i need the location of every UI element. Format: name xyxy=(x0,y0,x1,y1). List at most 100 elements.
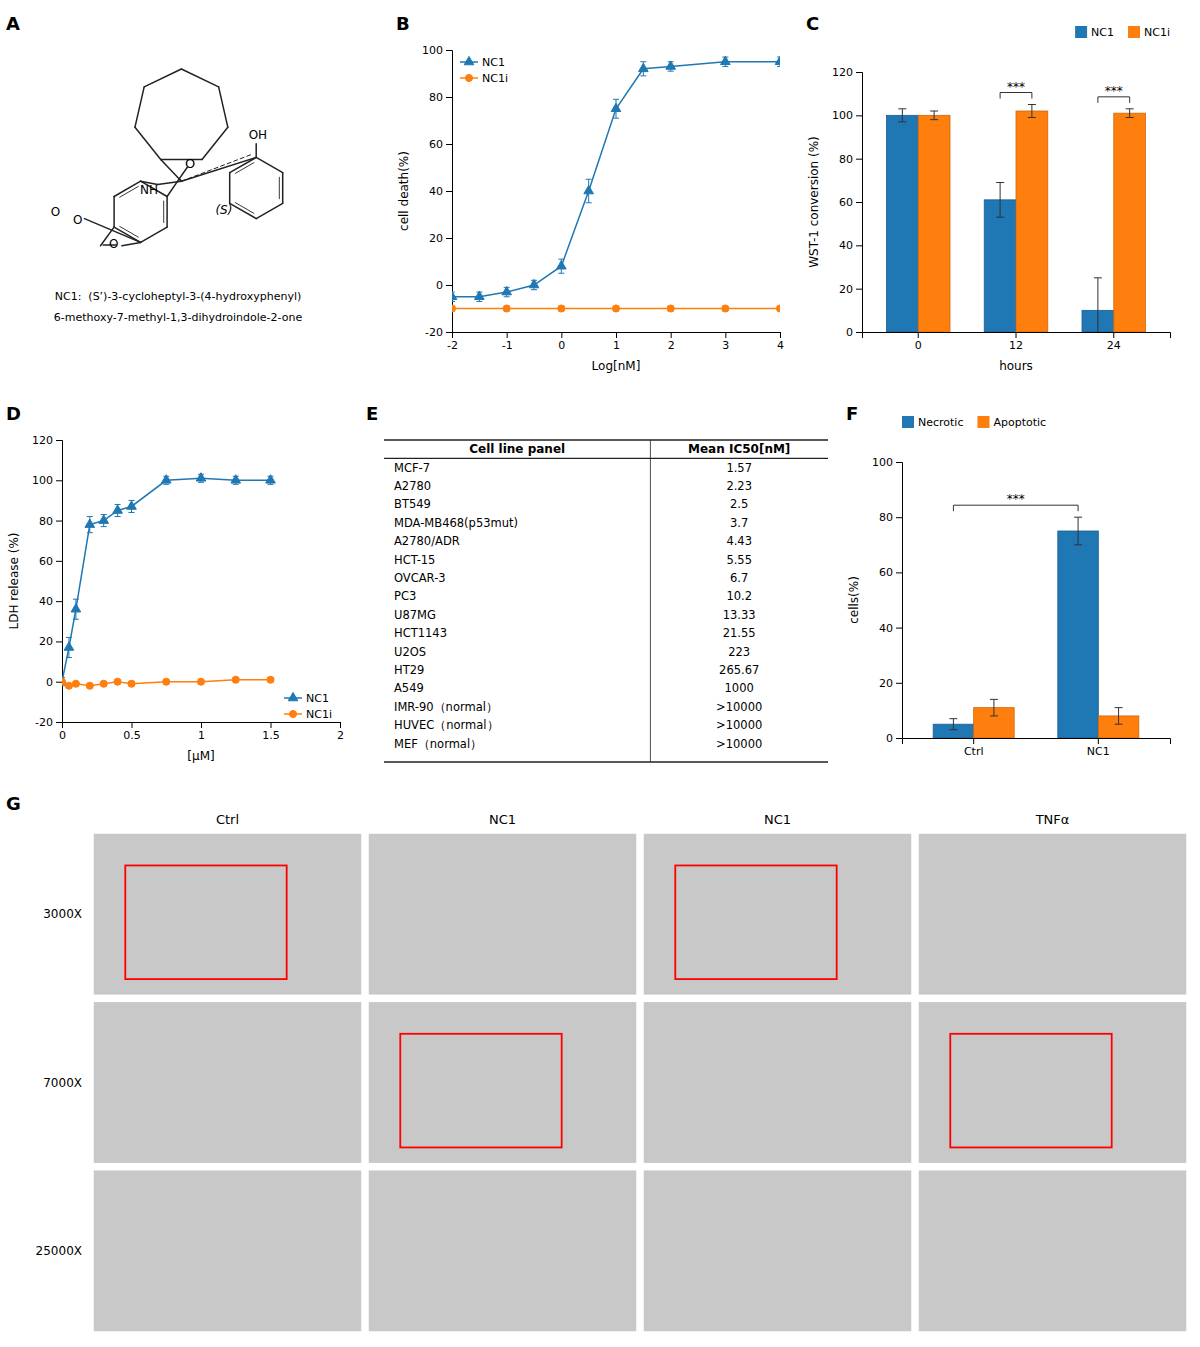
marker xyxy=(666,61,676,69)
tick-mark xyxy=(896,683,902,684)
bond xyxy=(279,177,280,198)
tick: 80 xyxy=(429,91,452,104)
image-placeholder xyxy=(918,833,1187,995)
legend-marker xyxy=(289,710,296,717)
bond xyxy=(282,173,284,204)
marker xyxy=(557,261,567,269)
series-line xyxy=(62,478,271,681)
marker xyxy=(161,475,171,483)
marker xyxy=(99,515,109,523)
bond xyxy=(161,159,202,161)
legend-label: Necrotic xyxy=(918,416,963,429)
legend: NC1NC1i xyxy=(284,692,332,721)
tick-label: -20 xyxy=(425,326,443,339)
axis-line xyxy=(453,333,781,339)
tick: 120 xyxy=(832,66,862,79)
tick-mark xyxy=(446,238,452,239)
tick: 60 xyxy=(429,138,452,151)
tick-label: -2 xyxy=(447,339,458,352)
tick-label: 80 xyxy=(39,515,53,528)
bond xyxy=(255,144,257,158)
tick-mark xyxy=(896,628,902,629)
tick-mark xyxy=(340,722,341,728)
legend-label: NC1 xyxy=(1091,26,1114,39)
table-cell: MDA-MB468(p53mut) xyxy=(394,516,518,530)
tick: 0 xyxy=(886,732,902,745)
tick-mark xyxy=(1016,332,1017,338)
image-placeholder xyxy=(643,1170,912,1332)
tick: 80 xyxy=(39,515,62,528)
axis-line xyxy=(903,739,1171,745)
error-bar xyxy=(990,699,998,716)
tick-mark xyxy=(856,245,862,246)
tick-label: 80 xyxy=(839,153,853,166)
tick-mark xyxy=(1113,332,1114,338)
tick-label: -1 xyxy=(502,339,513,352)
error-bar xyxy=(62,678,65,686)
structure-label: 6-methoxy-7-methyl-1,3-dihydroindole-2-o… xyxy=(54,311,303,324)
tick: 24 xyxy=(1107,332,1121,352)
image-placeholder xyxy=(368,1001,637,1163)
panel-label: C xyxy=(806,13,819,34)
bond xyxy=(166,197,168,228)
tick-mark xyxy=(896,738,902,739)
plot-area xyxy=(62,473,275,690)
tick-label: 100 xyxy=(32,474,53,487)
tick: 40 xyxy=(879,622,902,635)
tick-label: 4 xyxy=(777,339,784,352)
tick: 20 xyxy=(39,635,62,648)
table-cell: 3.7 xyxy=(730,516,748,530)
marker xyxy=(722,305,729,312)
legend-marker xyxy=(465,74,472,81)
tick: 0 xyxy=(558,332,565,352)
tick-mark xyxy=(856,115,862,116)
structure-label: O xyxy=(51,205,60,219)
tick: NC1 xyxy=(1087,738,1110,758)
marker xyxy=(452,291,457,299)
table-cell: 21.55 xyxy=(723,626,756,640)
table-cell: MEF（normal） xyxy=(394,737,482,751)
legend-marker xyxy=(464,56,474,64)
tick-label: 0 xyxy=(59,729,66,742)
x-axis: 01224 xyxy=(863,332,1171,352)
marker xyxy=(196,473,206,481)
axis-line xyxy=(863,333,1171,339)
table-cell: >10000 xyxy=(716,718,762,732)
tick-mark xyxy=(973,738,974,744)
table-cell: 2.23 xyxy=(726,479,752,493)
tick-mark xyxy=(56,682,62,683)
tick: -1 xyxy=(502,332,513,352)
column-label: Ctrl xyxy=(216,812,239,827)
tick-mark xyxy=(446,50,452,51)
significance-label: *** xyxy=(1007,80,1025,94)
error-bar xyxy=(1074,517,1082,545)
tick: 0 xyxy=(59,722,66,742)
tick-label: 80 xyxy=(879,511,893,524)
tick-mark xyxy=(1098,738,1099,744)
tick-mark xyxy=(56,641,62,642)
tick-mark xyxy=(132,722,133,728)
x-axis-title: [μM] xyxy=(187,749,214,763)
tick-label: Ctrl xyxy=(964,745,984,758)
x-axis-title: Log[nM] xyxy=(592,359,641,373)
marker xyxy=(62,678,66,685)
tick-mark xyxy=(446,285,452,286)
bond xyxy=(163,201,164,222)
y-axis-title: cell death(%) xyxy=(397,151,411,231)
tick: -2 xyxy=(447,332,458,352)
tick-mark xyxy=(56,480,62,481)
tick-mark xyxy=(56,722,62,723)
legend-item: NC1i xyxy=(460,72,508,85)
image-grid xyxy=(93,833,1187,1332)
tick-label: 100 xyxy=(832,109,853,122)
marker xyxy=(72,680,79,687)
legend-item: NC1i xyxy=(1128,26,1170,39)
table-cell: 223 xyxy=(728,645,750,659)
table-cell: 5.55 xyxy=(726,553,752,567)
table-cell: U2OS xyxy=(394,645,426,659)
tick-label: 2 xyxy=(337,729,344,742)
marker xyxy=(452,305,456,312)
table-cell: IMR-90（normal） xyxy=(394,700,498,714)
tick-mark xyxy=(561,332,562,338)
tick: 2 xyxy=(337,722,344,742)
